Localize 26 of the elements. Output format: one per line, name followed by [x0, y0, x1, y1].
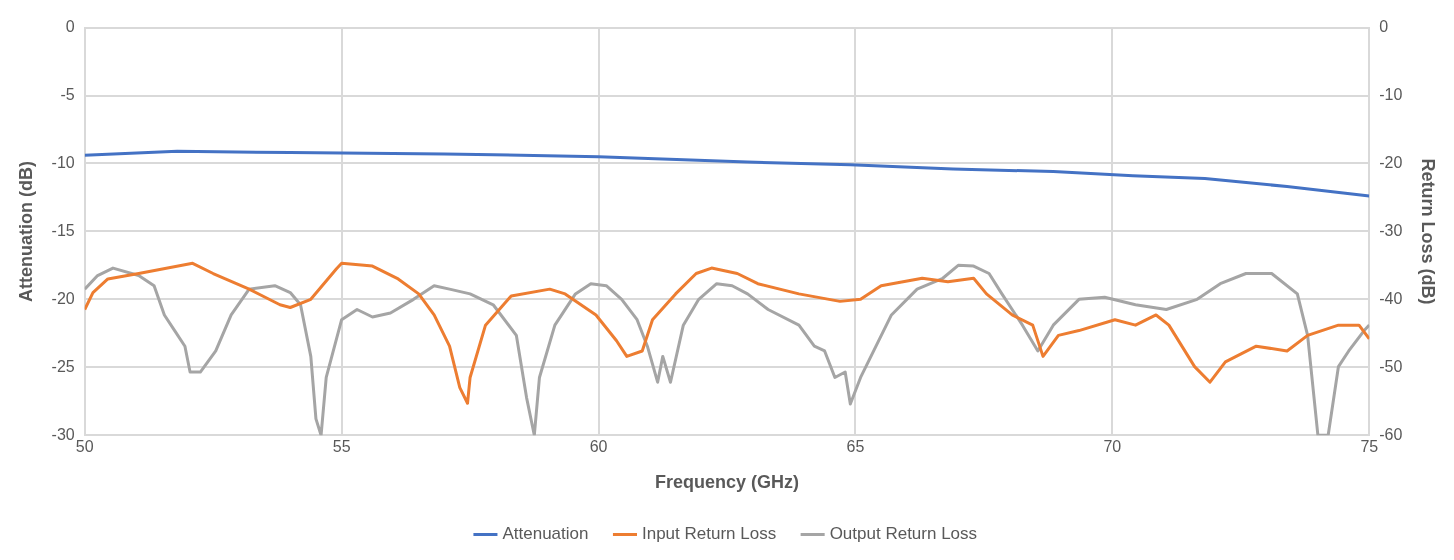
y2-tick-label: -40: [1379, 289, 1403, 307]
y2-tick-label: -60: [1379, 425, 1403, 443]
x-tick-label: 60: [589, 438, 608, 456]
legend-label: Input Return Loss: [641, 524, 777, 544]
y-tick-label: -20: [51, 289, 75, 307]
legend-label: Attenuation: [502, 524, 589, 544]
y2-tick-label: -20: [1379, 153, 1403, 171]
y-tick-label: -30: [51, 425, 75, 443]
x-tick-label: 65: [846, 438, 865, 456]
y-tick-label: -10: [51, 153, 75, 171]
x-axis-title: Frequency (GHz): [654, 472, 800, 493]
y2-tick-label: -50: [1379, 357, 1403, 375]
x-tick-label: 70: [1103, 438, 1122, 456]
legend-label: Output Return Loss: [829, 524, 978, 544]
x-tick-label: 75: [1360, 438, 1379, 456]
y-tick-label: -5: [60, 85, 75, 103]
y2-axis-title: Return Loss (dB): [1418, 158, 1439, 305]
y-tick-label: -15: [51, 221, 75, 239]
y-axis-title: Attenuation (dB): [15, 160, 36, 302]
y2-tick-label: -30: [1379, 221, 1403, 239]
x-tick-label: 55: [332, 438, 351, 456]
y2-tick-label: -10: [1379, 85, 1403, 103]
y-tick-label: 0: [65, 18, 75, 36]
y-tick-label: -25: [51, 357, 75, 375]
y2-tick-label: 0: [1379, 18, 1389, 36]
x-tick-label: 50: [75, 438, 94, 456]
